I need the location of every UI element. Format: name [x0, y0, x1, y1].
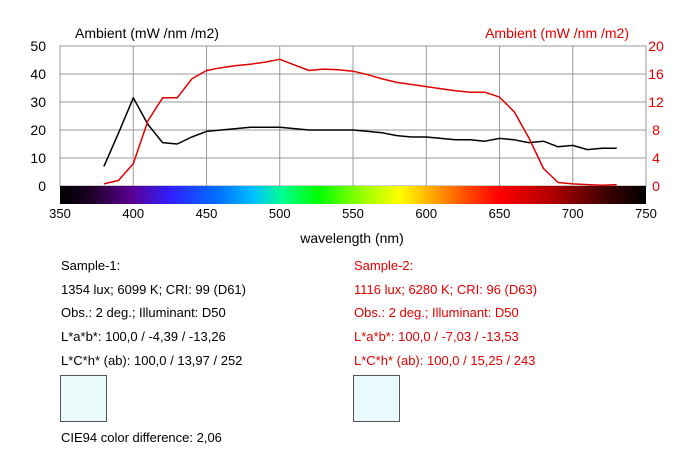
- sample-1-info: Sample-1: 1354 lux; 6099 K; CRI: 99 (D61…: [61, 256, 246, 374]
- sample-2-lab: L*a*b*: 100,0 / -7,03 / -13,53: [354, 329, 519, 345]
- sample-1-swatch: [60, 375, 107, 422]
- right-y-tick-label: 0: [652, 178, 660, 194]
- left-y-tick-label: 50: [30, 38, 46, 54]
- right-y-tick-label: 16: [648, 66, 664, 82]
- sample-1-lch: L*C*h* (ab): 100,0 / 13,97 / 252: [61, 352, 243, 368]
- left-y-tick-label: 0: [38, 178, 46, 194]
- series-lines: [103, 58, 617, 187]
- right-y-tick-label: 8: [652, 122, 660, 138]
- left-y-tick-label: 10: [30, 150, 46, 166]
- right-y-tick-label: 12: [648, 94, 664, 110]
- right-axis-title: Ambient (mW /nm /m2): [485, 25, 629, 41]
- spectrum-chart: Ambient (mW /nm /m2) Ambient (mW /nm /m2…: [30, 25, 664, 246]
- x-tick-label: 500: [269, 206, 291, 221]
- x-tick-label: 550: [342, 206, 364, 221]
- right-y-tick-label: 4: [652, 150, 660, 166]
- left-y-tick-label: 30: [30, 94, 46, 110]
- x-tick-label: 750: [635, 206, 657, 221]
- x-axis-title: wavelength (nm): [299, 230, 404, 246]
- sample-1-observer: Obs.: 2 deg.; Illuminant: D50: [61, 305, 226, 321]
- color-difference: CIE94 color difference: 2,06: [61, 430, 222, 445]
- x-tick-label: 650: [489, 206, 511, 221]
- spectrum-bar: [60, 186, 646, 204]
- sample-1-lab: L*a*b*: 100,0 / -4,39 / -13,26: [61, 329, 226, 345]
- left-y-tick-label: 20: [30, 122, 46, 138]
- sample-2-title: Sample-2:: [354, 258, 414, 273]
- x-tick-label: 600: [415, 206, 437, 221]
- x-tick-label: 450: [196, 206, 218, 221]
- x-tick-label: 400: [122, 206, 144, 221]
- right-y-tick-label: 20: [648, 38, 664, 54]
- sample-2-info: Sample-2: 1116 lux; 6280 K; CRI: 96 (D63…: [354, 256, 537, 374]
- x-tick-label: 350: [49, 206, 71, 221]
- sample-2-observer: Obs.: 2 deg.; Illuminant: D50: [354, 305, 519, 321]
- sample-2-lux: 1116 lux; 6280 K; CRI: 96 (D63): [354, 281, 538, 297]
- grid: [59, 45, 647, 187]
- series-line-2: [103, 58, 617, 187]
- sample-1-lux: 1354 lux; 6099 K; CRI: 99 (D61): [61, 281, 246, 297]
- tick-labels: 350 400 450 500 550 600 650 700 7500102030405004…: [30, 38, 664, 221]
- x-tick-label: 700: [562, 206, 584, 221]
- sample-2-lch: L*C*h* (ab): 100,0 / 15,25 / 243: [354, 352, 536, 368]
- sample-1-title: Sample-1:: [61, 258, 121, 273]
- left-axis-title: Ambient (mW /nm /m2): [75, 25, 219, 41]
- left-y-tick-label: 40: [30, 66, 46, 82]
- series-line-1: [103, 97, 617, 167]
- sample-2-swatch: [353, 375, 400, 422]
